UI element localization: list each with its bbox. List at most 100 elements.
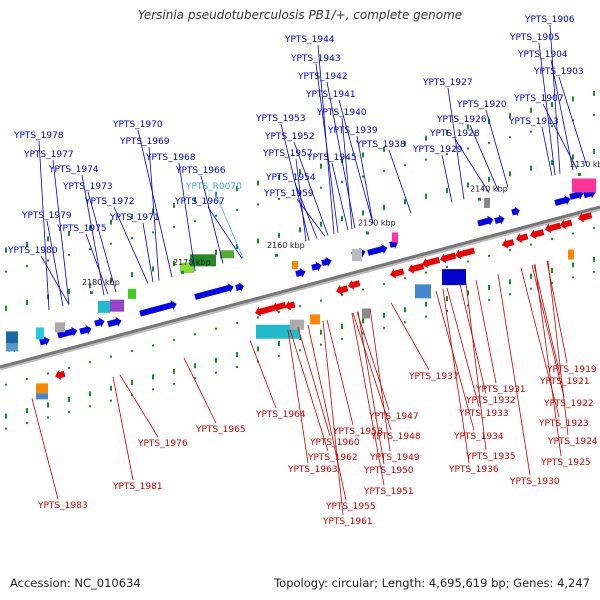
bottom-gene-label: YPTS_1960 [309, 438, 360, 448]
track-tick [194, 197, 196, 203]
track-tick [404, 164, 406, 167]
reverse-gene [502, 239, 515, 249]
track-tick [572, 154, 574, 160]
cog-block [568, 249, 574, 260]
bottom-leader-line [446, 287, 480, 408]
reverse-gene [455, 247, 476, 260]
top-gene-label: YPTS_1967 [174, 197, 225, 207]
top-leader-line [85, 233, 109, 295]
bottom-leader-line [31, 398, 59, 500]
top-gene-label: YPTS_1927 [422, 78, 473, 88]
backbone-line [0, 205, 600, 369]
cog-block [572, 178, 596, 193]
bottom-leader-line [369, 308, 391, 452]
scale-tick-label: 2160 kbp [267, 241, 305, 250]
bottom-gene-label: YPTS_1930 [509, 477, 560, 487]
forward-gene-shape [367, 244, 388, 256]
track-tick [488, 284, 490, 290]
track-tick [47, 402, 49, 408]
cog-block [220, 250, 234, 259]
track-tick [68, 253, 70, 256]
track-tick [152, 231, 154, 234]
bottom-gene-label: YPTS_1933 [458, 409, 509, 419]
track-tick [299, 227, 301, 233]
bottom-leader-line [533, 264, 561, 376]
top-gene-label: YPTS_1905 [509, 33, 560, 43]
top-gene-label: YPTS_1977 [23, 150, 74, 160]
bottom-gene-label: YPTS_1961 [322, 517, 373, 527]
forward-gene [39, 336, 50, 346]
track-tick [110, 355, 112, 358]
scale-tick-label: 2180 kbp [82, 278, 120, 287]
track-tick [467, 147, 469, 150]
reverse-gene-shape [440, 252, 457, 264]
top-gene-label: YPTS_1975 [56, 224, 107, 234]
track-tick [152, 388, 154, 391]
bottom-leader-line [497, 274, 531, 476]
top-gene-label: YPTS_1945 [306, 153, 357, 163]
track-tick [131, 380, 133, 386]
top-gene-label: YPTS_1974 [48, 165, 99, 175]
top-leader-line [296, 198, 326, 237]
track-tick [26, 265, 28, 268]
cog-block [36, 327, 44, 340]
track-tick [89, 405, 91, 408]
bottom-gene-label: YPTS_1937 [408, 372, 459, 382]
track-tick [362, 288, 364, 291]
cog-block [415, 284, 431, 299]
top-gene-label: YPTS_1907 [513, 94, 564, 104]
track-tick [236, 322, 238, 325]
track-tick [110, 385, 112, 391]
reverse-gene [255, 304, 276, 317]
top-leader-line [341, 117, 353, 230]
reverse-gene [422, 256, 441, 269]
reverse-gene-shape [516, 233, 529, 243]
track-tick [194, 363, 196, 369]
track-tick [593, 270, 595, 273]
reverse-gene-shape [455, 247, 476, 260]
reverse-gene [55, 370, 66, 380]
top-gene-label: YPTS_1904 [517, 50, 568, 60]
track-tick [362, 210, 364, 216]
track-tick [467, 290, 469, 296]
track-tick [383, 169, 385, 172]
forward-gene-shape [79, 325, 92, 335]
bottom-gene-label: YPTS_1951 [363, 487, 414, 497]
cog-block [362, 308, 370, 319]
bottom-gene-label: YPTS_1925 [540, 458, 591, 468]
top-leader-line [550, 59, 574, 171]
track-tick [5, 427, 7, 430]
track-tick [173, 368, 175, 374]
track-tick [509, 279, 511, 285]
track-tick [341, 338, 343, 341]
top-gene-label: YPTS_1942 [297, 72, 348, 82]
bottom-gene-label: YPTS_1936 [448, 465, 499, 475]
track-tick [530, 287, 532, 290]
forward-gene-shape [311, 261, 322, 272]
track-tick [278, 354, 280, 357]
bottom-leader-line [534, 264, 562, 457]
track-tick [425, 301, 427, 307]
cog-block [55, 322, 65, 333]
reverse-gene-shape [336, 285, 349, 295]
cog-block [110, 299, 124, 312]
track-tick [404, 199, 406, 205]
track-tick [488, 254, 490, 257]
bottom-gene-label: YPTS_1921 [539, 377, 590, 387]
track-tick [509, 249, 511, 252]
forward-gene-shape [57, 326, 78, 339]
scale-tick-label: 2140 kbp [470, 185, 508, 194]
track-tick [5, 413, 7, 419]
track-tick [467, 304, 469, 307]
track-tick [257, 316, 259, 319]
top-gene-label: YPTS_1978 [13, 131, 64, 141]
track-tick [593, 256, 595, 262]
bottom-leader-line [112, 376, 134, 481]
track-tick [404, 307, 406, 313]
track-tick [446, 130, 448, 136]
top-leader-line [454, 138, 490, 193]
track-tick [320, 299, 322, 302]
reverse-gene [348, 280, 361, 290]
bottom-leader-line [249, 340, 277, 409]
bottom-gene-label: YPTS_1981 [112, 482, 163, 492]
